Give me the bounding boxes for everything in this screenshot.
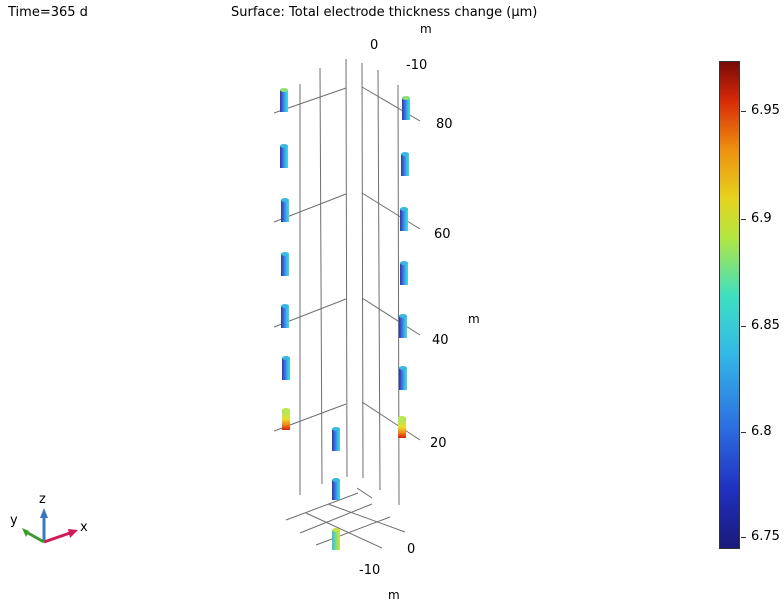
top-axis-unit: m [420,22,432,36]
colorbar-label-6.85: 6.85 [751,318,780,333]
electrode-middle-3 [332,528,340,550]
electrode-middle-2 [332,478,340,500]
electrode-left-2 [280,144,288,168]
z-arrowhead [40,508,48,518]
colorbar-label-6.9: 6.9 [751,211,772,226]
axis-triad [22,508,78,544]
electrode-left-4 [281,252,289,276]
colorbar-tick [741,537,746,538]
electrode-right-4 [400,261,408,285]
electrode-cylinders [280,88,410,550]
colorbar-tick [741,219,746,220]
time-label: Time=365 d [8,5,88,20]
electrode-right-6 [399,366,407,390]
y-arrowhead [22,528,29,537]
electrode-right-1 [402,96,410,120]
triad-x-label: x [80,520,88,535]
vertical-grid-lines [299,58,400,506]
electrode-left-1 [280,88,288,112]
colorbar-tick [741,432,746,433]
vertical-tick-40: 40 [432,333,449,348]
colorbar-tick [741,326,746,327]
colorbar-label-6.75: 6.75 [751,529,780,544]
x-arrowhead [68,529,78,538]
bottom-tick-0: 0 [407,542,416,557]
electrode-left-7 [282,408,290,430]
vertical-axis-unit: m [468,312,480,326]
colorbar-label-6.95: 6.95 [751,103,780,118]
electrode-left-3 [281,198,289,222]
bottom-tick-neg10: -10 [359,563,381,578]
vertical-tick-20: 20 [430,436,447,451]
electrode-middle-1 [332,427,340,451]
colorbar-tick [741,111,746,112]
electrode-left-5 [281,304,289,328]
electrode-right-5 [399,314,407,338]
colorbar [719,61,740,549]
plot-title: Surface: Total electrode thickness chang… [231,5,538,20]
colorbar-label-6.8: 6.8 [751,424,772,439]
electrode-right-7 [398,416,406,438]
top-tick-neg10: -10 [406,58,428,73]
vertical-tick-60: 60 [434,227,451,242]
electrode-right-3 [400,207,408,231]
bottom-grid [285,487,406,549]
triad-z-label: z [39,492,46,507]
triad-y-label: y [10,513,18,528]
electrode-left-6 [282,356,290,380]
electrode-right-2 [401,152,409,176]
bottom-axis-unit: m [388,588,400,602]
top-tick-0: 0 [370,38,379,53]
vertical-tick-80: 80 [436,117,453,132]
